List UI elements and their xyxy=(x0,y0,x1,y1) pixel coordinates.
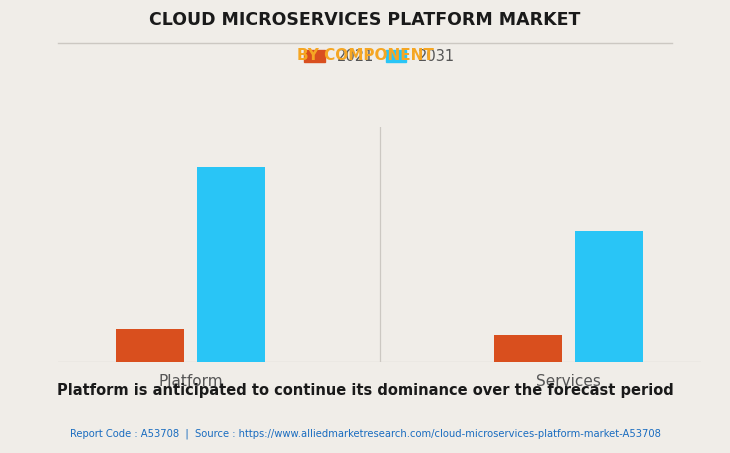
Text: Platform is anticipated to continue its dominance over the forecast period: Platform is anticipated to continue its … xyxy=(57,383,673,398)
Bar xyxy=(116,329,184,362)
Legend: 2021, 2031: 2021, 2031 xyxy=(300,44,459,68)
Text: Report Code : A53708  |  Source : https://www.alliedmarketresearch.com/cloud-mic: Report Code : A53708 | Source : https://… xyxy=(69,428,661,439)
Bar xyxy=(575,231,643,362)
Bar xyxy=(493,335,562,362)
Text: CLOUD MICROSERVICES PLATFORM MARKET: CLOUD MICROSERVICES PLATFORM MARKET xyxy=(150,11,580,29)
Bar xyxy=(197,167,266,362)
Text: BY COMPONENT: BY COMPONENT xyxy=(296,48,434,63)
